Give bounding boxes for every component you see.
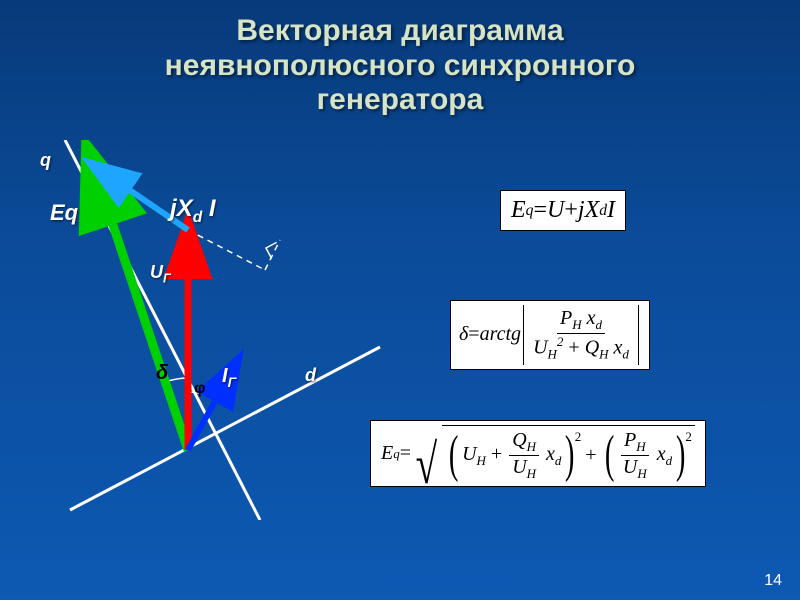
f3-body: ( UH + QH UH xd ) 2 + ( [442,425,695,482]
formula-eq-main: Eq = U + jXd I [500,190,626,231]
f2-Us: H [548,347,557,362]
f2-den: UH2 + QH xd [530,334,632,363]
f1-q: q [526,202,534,220]
f2-dx: x [609,337,623,359]
label-phi: φ [194,380,205,398]
f3-x1s: d [555,453,562,468]
lparen2-icon: ( [604,433,614,477]
title-line-3: генератора [317,83,484,116]
label-eq: Eq [50,200,78,226]
label-ug: UГ [150,262,171,286]
f3-f1d: UH [509,456,539,482]
f2-Qs: H [599,347,608,362]
f3-s1: 2 [575,429,582,445]
f2-U: U [533,337,547,359]
label-ig: IГ [222,365,236,390]
f2-abs: PH xd UH2 + QH xd [523,305,639,365]
f3-sqrt: √ ( UH + QH UH xd ) 2 + [411,425,695,482]
f3-f2n: PH [621,429,649,456]
f1-E: E [511,197,526,224]
label-jxdi-j: j [170,195,177,222]
label-d: d [305,365,316,386]
f2-P: P [560,307,572,329]
title-line-2: неявнополюсного синхронного [165,49,636,82]
f3-term1: ( UH + QH UH xd ) 2 [445,429,582,482]
lparen-icon: ( [449,433,459,477]
phasor-diagram: q Eq jXd I UГ δ φ IГ d [10,140,390,500]
f2-eq: = [468,323,479,346]
f3-x1: x [546,443,555,465]
label-q: q [40,150,51,171]
f3-frac2: PH UH [620,429,650,482]
label-jxdi: jXd I [170,195,216,227]
formula-delta: δ = arctg PH xd UH2 + QH xd [450,300,650,370]
f1-j: j [578,197,585,224]
f1-X: X [585,197,600,224]
f3-E: E [381,442,393,465]
f3-t2-inner: PH UH xd [618,429,672,482]
f3-f1n: QH [509,429,539,456]
rparen2-icon: ) [676,433,686,477]
f1-plus: + [564,197,578,224]
f3-x2: x [657,443,666,465]
f1-d: d [599,202,607,220]
f2-delta: δ [459,323,468,346]
rparen-icon: ) [565,433,575,477]
label-jxdi-d: d [193,209,203,226]
projection-1 [188,230,265,270]
f3-Ud1s: H [527,466,536,481]
f2-xs: d [595,317,602,332]
f3-term2: ( PH UH xd ) 2 [601,429,692,482]
f3-f2d: UH [620,456,650,482]
f1-U: U [547,197,564,224]
f3-P: P [624,429,636,451]
f2-dp: + [563,337,584,359]
f3-p1: + [486,443,507,465]
page-number: 14 [764,572,782,590]
f3-Ud1: U [512,456,526,478]
f3-Ud2: U [623,456,637,478]
f3-t1-inner: UH + QH UH xd [462,429,561,482]
f1-I: I [607,197,615,224]
slide-title: Векторная диаграмма неявнополюсного синх… [0,14,800,118]
f3-midplus: + [585,444,596,467]
f3-Us: H [477,453,486,468]
label-jxdi-x: X [177,195,193,222]
f1-eq: = [533,197,547,224]
f3-frac1: QH UH [509,429,539,482]
f2-Q: Q [585,337,599,359]
title-line-1: Векторная диаграмма [236,14,563,47]
perp-mark [266,242,282,258]
f3-U: U [462,443,476,465]
f2-num: PH xd [557,307,605,334]
f3-s2: 2 [685,429,692,445]
f3-eq: = [400,442,411,465]
label-delta: δ [156,362,168,385]
f3-x2s: d [666,453,673,468]
f3-Qs: H [527,439,536,454]
formula-eq-magnitude: Eq = √ ( UH + QH UH xd ) 2 [370,420,706,487]
f2-arctg: arctg [480,323,521,346]
f3-Q: Q [512,429,526,451]
slide: Векторная диаграмма неявнополюсного синх… [0,0,800,600]
f3-Ud2s: H [637,466,646,481]
f3-Ps: H [636,439,645,454]
f2-Ps: H [572,317,581,332]
f2-x: x [582,307,596,329]
label-jxdi-i: I [202,195,215,222]
f2-frac: PH xd UH2 + QH xd [530,307,632,363]
sqrt-icon: √ [416,443,438,488]
f2-dxs: d [622,347,629,362]
